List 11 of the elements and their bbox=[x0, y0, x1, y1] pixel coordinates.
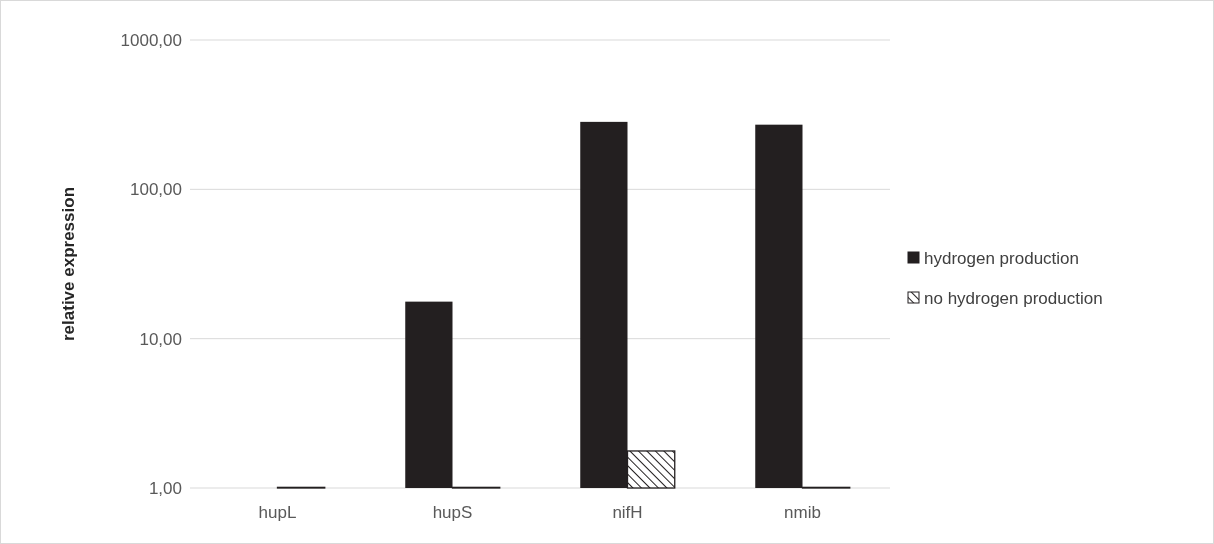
x-tick-label: nmib bbox=[784, 503, 821, 522]
y-tick-label: 10,00 bbox=[139, 329, 182, 349]
y-tick-label: 1000,00 bbox=[120, 30, 182, 50]
y-tick-label: 1,00 bbox=[148, 478, 182, 498]
legend-label: hydrogen production bbox=[924, 248, 1080, 268]
x-tick-label: nifH bbox=[612, 503, 643, 522]
x-tick-label: hupS bbox=[432, 503, 473, 522]
y-tick-label: 100,00 bbox=[130, 180, 182, 200]
legend-label: no hydrogen production bbox=[924, 288, 1103, 308]
y-axis-title: relative expression bbox=[59, 186, 78, 342]
x-tick-label: hupL bbox=[258, 503, 297, 522]
